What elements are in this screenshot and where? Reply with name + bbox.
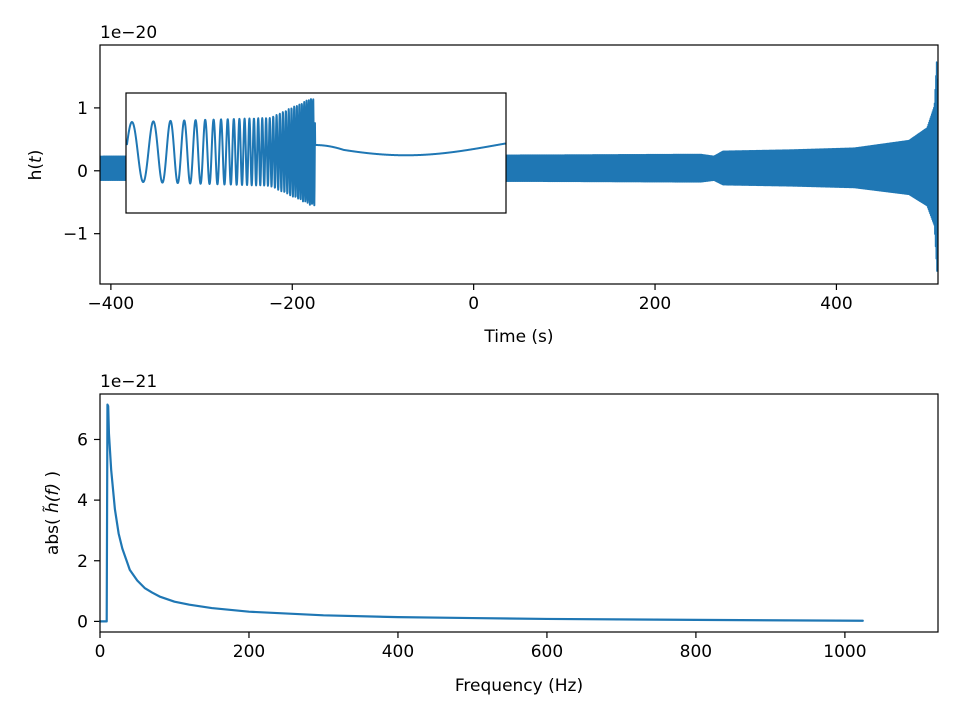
- time-domain-panel: 1e−20 −400 −200 0 200 400 −1 0 1 Time (s) h(t): [26, 23, 939, 347]
- time-y-axis-label: h(t): [26, 150, 46, 181]
- time-inset: [125, 92, 507, 214]
- time-y-label-variable: t: [26, 155, 46, 163]
- time-inset-frame: [125, 92, 507, 214]
- time-y-tick-label: 1: [77, 99, 88, 119]
- time-x-tick-label: 0: [468, 294, 479, 314]
- freq-y-tick-label: 4: [77, 491, 88, 511]
- freq-y-label-suffix: ): [43, 471, 63, 483]
- time-y-tick-label: 0: [77, 162, 88, 182]
- time-inset-series-line: [126, 98, 506, 207]
- freq-x-tick-label: 1000: [823, 642, 866, 662]
- time-x-tick-label: 400: [820, 294, 852, 314]
- freq-x-tick-label: 200: [233, 642, 265, 662]
- freq-x-axis-label: Frequency (Hz): [455, 676, 583, 696]
- freq-y-label-variable: h̃(f): [42, 483, 63, 513]
- frequency-domain-panel: 1e−21 0 200 400 600 800 1000 0 2 4 6 Frequency (H…: [42, 372, 939, 696]
- time-x-tick-label: −400: [88, 294, 135, 314]
- time-axis-ticks: −400 −200 0 200 400 −1 0 1: [63, 99, 853, 314]
- freq-plot-frame: [99, 393, 939, 633]
- time-y-label-prefix: h(: [26, 163, 46, 180]
- freq-y-tick-label: 2: [77, 552, 88, 572]
- freq-x-tick-label: 600: [531, 642, 563, 662]
- time-y-offset-label: 1e−20: [100, 23, 157, 43]
- freq-axis-ticks: 0 200 400 600 800 1000 0 2 4 6: [77, 430, 866, 662]
- time-x-axis-label: Time (s): [483, 327, 553, 347]
- freq-y-label-prefix: abs(: [43, 513, 63, 555]
- freq-y-tick-label: 0: [77, 612, 88, 632]
- freq-y-axis-label: abs( h̃(f) ): [42, 471, 63, 555]
- freq-y-tick-label: 6: [77, 430, 88, 450]
- freq-x-tick-label: 800: [680, 642, 712, 662]
- time-y-label-suffix: ): [26, 150, 46, 157]
- time-x-tick-label: 200: [639, 294, 671, 314]
- freq-y-offset-label: 1e−21: [100, 372, 157, 392]
- time-y-tick-label: −1: [63, 225, 88, 245]
- time-x-tick-label: −200: [269, 294, 316, 314]
- freq-x-tick-label: 400: [382, 642, 414, 662]
- time-plot-frame: [99, 44, 939, 285]
- freq-x-tick-label: 0: [95, 642, 106, 662]
- freq-series-line: [98, 403, 864, 623]
